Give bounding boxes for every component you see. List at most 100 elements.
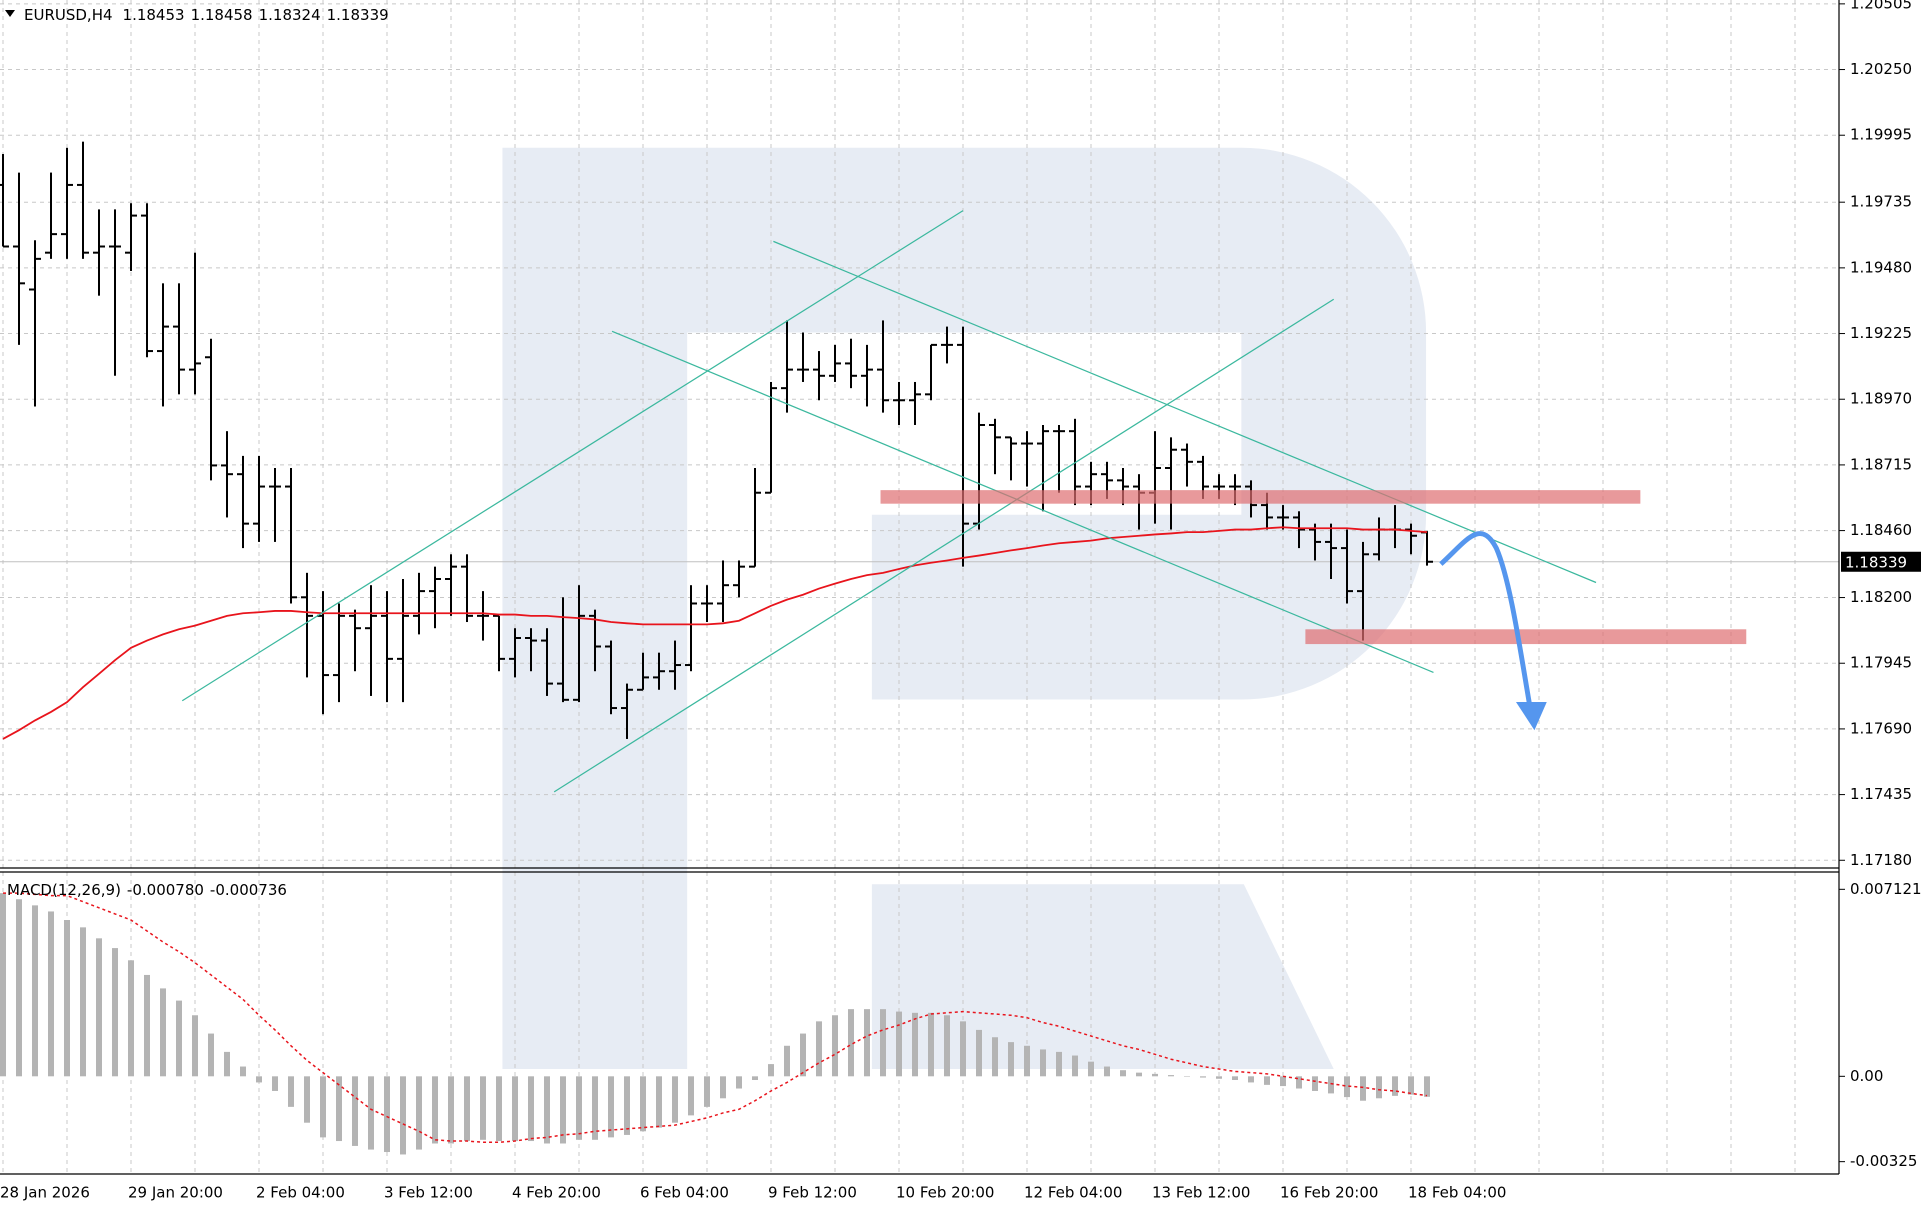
symbol: EURUSD,H4: [24, 6, 113, 24]
macd-bar: [1392, 1076, 1398, 1096]
close-value: 1.18339: [327, 6, 389, 24]
macd-bar: [944, 1015, 950, 1077]
macd-bar: [784, 1045, 790, 1077]
macd-bar: [1104, 1066, 1110, 1077]
macd-bar: [512, 1076, 518, 1142]
macd-bar: [192, 1015, 198, 1077]
macd-bar: [928, 1012, 934, 1077]
logo-leg: [871, 884, 1334, 1069]
macd-bar: [288, 1076, 294, 1107]
macd-bar: [80, 927, 86, 1077]
macd-bar: [1056, 1051, 1062, 1077]
x-tick-label: 2 Feb 04:00: [256, 1184, 345, 1202]
y-tick-label: 1.18970: [1850, 390, 1912, 408]
macd-bar: [1248, 1076, 1254, 1083]
macd-bar: [1152, 1073, 1158, 1077]
macd-bar: [736, 1076, 742, 1089]
macd-bar: [592, 1076, 598, 1140]
macd-bar: [720, 1076, 726, 1099]
macd-bar: [1296, 1076, 1302, 1089]
macd-bar: [528, 1076, 534, 1142]
macd-bar: [256, 1076, 262, 1083]
resistance-zone: [880, 490, 1641, 504]
macd-bar: [224, 1051, 230, 1077]
arrow-head: [1515, 701, 1547, 731]
macd-bar: [912, 1012, 918, 1077]
macd-bar: [832, 1015, 838, 1077]
macd-bar: [208, 1033, 214, 1077]
y-tick-label: 1.17690: [1850, 719, 1912, 737]
y-tick-label: -0.00325: [1850, 1152, 1917, 1170]
macd-bar: [848, 1009, 854, 1077]
open-value: 1.18453: [123, 6, 185, 24]
watermark: [502, 147, 1427, 1069]
macd-bar: [752, 1076, 758, 1080]
macd-bar: [1216, 1076, 1222, 1079]
macd-bar: [64, 920, 70, 1077]
macd-bar: [128, 960, 134, 1077]
signal-line: [3, 892, 1428, 1144]
high-value: 1.18458: [191, 6, 253, 24]
macd-bar: [880, 1009, 886, 1077]
macd-bar: [1360, 1076, 1366, 1101]
moving-average: [2, 526, 1428, 740]
macd-bar: [1344, 1076, 1350, 1098]
macd-bar: [816, 1021, 822, 1077]
macd-bar: [336, 1076, 342, 1142]
macd-bar: [896, 1011, 902, 1077]
channel-line: [553, 298, 1335, 793]
y-tick-label: 1.20505: [1850, 0, 1912, 12]
macd-bar: [1136, 1072, 1142, 1077]
y-tick-label: 1.18460: [1850, 521, 1912, 539]
macd-bar: [768, 1064, 774, 1077]
forecast-arrow: [1439, 531, 1532, 705]
macd-bar: [112, 948, 118, 1077]
chart-header: EURUSD,H4 1.18453 1.18458 1.18324 1.18339: [24, 6, 389, 24]
macd-bar: [240, 1066, 246, 1077]
x-tick-label: 10 Feb 20:00: [896, 1184, 994, 1202]
x-tick-label: 29 Jan 20:00: [128, 1184, 223, 1202]
macd-bar: [704, 1076, 710, 1107]
macd-bar: [320, 1076, 326, 1138]
macd-bar: [560, 1076, 566, 1144]
macd-bar: [16, 899, 22, 1077]
menu-triangle: [5, 10, 15, 17]
macd-bar: [640, 1076, 646, 1132]
macd-bar: [448, 1076, 454, 1144]
macd-title: MACD(12,26,9): [7, 881, 121, 899]
channel-line: [773, 240, 1597, 584]
annotations: [181, 210, 1747, 793]
macd-bar: [400, 1076, 406, 1155]
support-zone: [1305, 629, 1747, 645]
macd-bar: [144, 974, 150, 1077]
macd-bar: [672, 1076, 678, 1123]
macd-bar: [1200, 1076, 1206, 1078]
x-tick-label: 18 Feb 04:00: [1408, 1184, 1506, 1202]
macd-bar: [432, 1076, 438, 1144]
macd-bar: [1168, 1075, 1174, 1077]
y-tick-label: 1.20250: [1850, 60, 1912, 78]
macd-bar: [1264, 1076, 1270, 1085]
macd-bar: [1008, 1042, 1014, 1077]
macd-bar: [160, 988, 166, 1077]
y-tick-label: 1.17435: [1850, 785, 1912, 803]
macd-bar: [480, 1076, 486, 1140]
macd-bar: [96, 938, 102, 1077]
logo-r: [502, 147, 1427, 1069]
y-tick-label: 1.19735: [1850, 193, 1912, 211]
macd-bar: [976, 1029, 982, 1077]
macd-header: MACD(12,26,9) -0.000780 -0.000736: [7, 881, 287, 899]
x-tick-label: 12 Feb 04:00: [1024, 1184, 1122, 1202]
y-tick-label: 1.18715: [1850, 455, 1912, 473]
channel-line: [181, 210, 964, 702]
macd-bar: [32, 905, 38, 1077]
macd-bar: [624, 1076, 630, 1135]
x-tick-label: 4 Feb 20:00: [512, 1184, 601, 1202]
macd-bar: [1040, 1049, 1046, 1077]
price-label: 1.18339: [1845, 553, 1907, 571]
macd-bar: [304, 1076, 310, 1123]
macd-bar: [608, 1076, 614, 1138]
x-tick-label: 9 Feb 12:00: [768, 1184, 857, 1202]
